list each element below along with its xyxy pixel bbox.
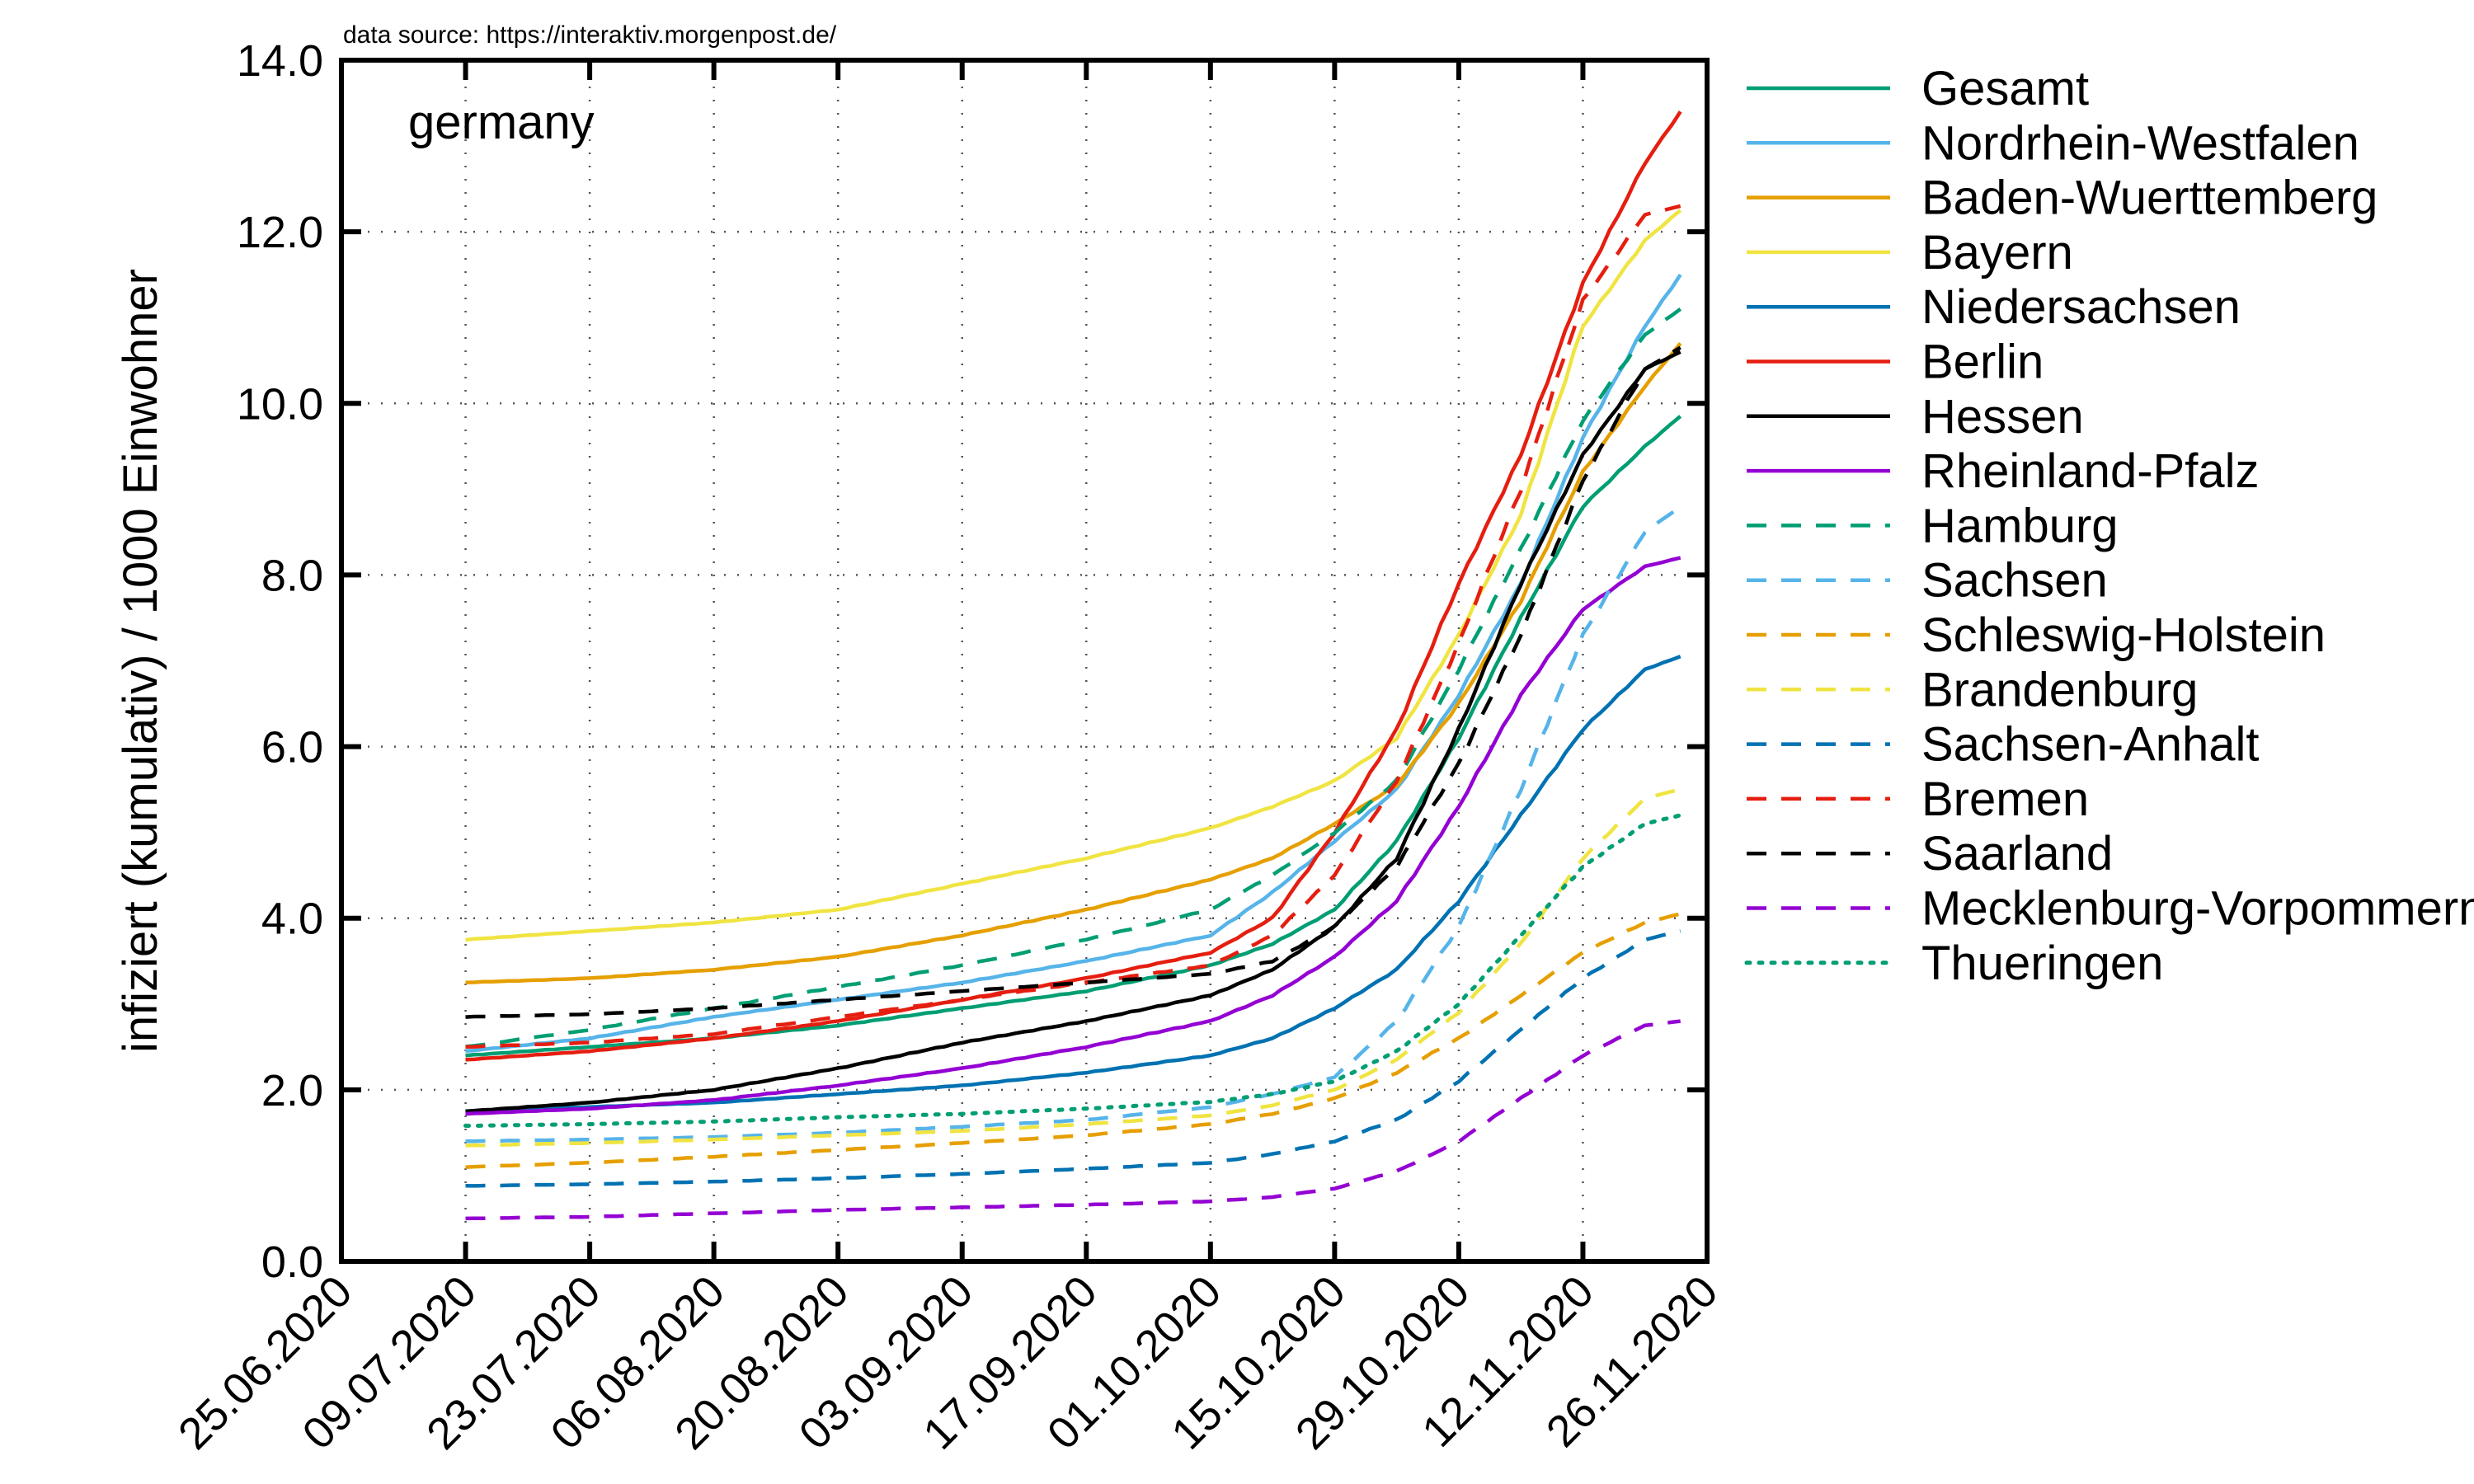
- y-tick-label: 4.0: [261, 895, 323, 944]
- series-line-baden-wuerttemberg: [465, 341, 1682, 985]
- series-line-thueringen: [463, 813, 1683, 1129]
- y-tick-label: 10.0: [237, 379, 323, 429]
- legend-entry-thueringen: Thueringen: [1744, 937, 2163, 990]
- series-line-hessen: [465, 350, 1681, 1114]
- legend-entry-bayern: Bayern: [1747, 226, 2073, 279]
- legend-label: Sachsen-Anhalt: [1921, 718, 2259, 772]
- series-line-sachsen-anhalt: [465, 929, 1681, 1188]
- legend-label: Nordrhein-Westfalen: [1921, 116, 2359, 170]
- legend-entry-bremen: Bremen: [1747, 773, 2089, 826]
- legend-label: Niedersachsen: [1921, 280, 2241, 334]
- legend-entry-berlin: Berlin: [1747, 336, 2044, 389]
- legend-entry-mecklenburg-vorpommern: Mecklenburg-Vorpommern: [1747, 882, 2474, 936]
- legend-label: Thueringen: [1921, 937, 2163, 990]
- region-label: germany: [408, 96, 595, 149]
- legend-entry-hessen: Hessen: [1747, 390, 2084, 444]
- legend-label: Bremen: [1921, 773, 2089, 826]
- source-note: data source: https://interaktiv.morgenpo…: [343, 21, 837, 49]
- series-line-schleswig-holstein: [465, 912, 1681, 1169]
- y-tick-label: 2.0: [261, 1066, 323, 1115]
- legend-label: Hamburg: [1921, 499, 2119, 552]
- y-tick-label: 0.0: [261, 1237, 323, 1287]
- legend-label: Sachsen: [1921, 554, 2108, 608]
- legend-label: Saarland: [1921, 827, 2113, 881]
- series-line-sachsen: [465, 505, 1682, 1144]
- series-layer: [463, 110, 1683, 1221]
- y-axis-title: infiziert (kumulativ) / 1000 Einwohner: [114, 269, 167, 1053]
- y-tick-label: 6.0: [261, 723, 323, 773]
- legend-entry-sachsen-anhalt: Sachsen-Anhalt: [1747, 718, 2259, 772]
- series-line-brandenburg: [465, 787, 1681, 1148]
- series-line-hamburg: [465, 307, 1682, 1049]
- axis-ticks: [339, 58, 1710, 1264]
- series-line-mecklenburg-vorpommern: [465, 1019, 1681, 1221]
- y-tick-labels: 0.0 2.0 4.0 6.0 8.0 10.0 12.0 14.0: [237, 36, 323, 1287]
- legend-label: Brandenburg: [1921, 663, 2198, 716]
- legend-entry-saarland: Saarland: [1747, 827, 2113, 881]
- y-tick-label: 8.0: [261, 551, 323, 600]
- legend-label: Hessen: [1921, 390, 2084, 444]
- legend-entry-schleswig-holstein: Schleswig-Holstein: [1747, 608, 2326, 662]
- y-tick-label: 14.0: [237, 36, 323, 86]
- legend-entry-rheinland-pfalz: Rheinland-Pfalz: [1747, 444, 2259, 498]
- legend-label: Berlin: [1921, 336, 2044, 389]
- legend-label: Gesamt: [1921, 62, 2089, 115]
- series-line-nordrhein-westfalen: [465, 273, 1682, 1053]
- series-line-rheinland-pfalz: [465, 556, 1681, 1116]
- series-line-berlin: [465, 110, 1682, 1062]
- legend-label: Mecklenburg-Vorpommern: [1921, 882, 2474, 936]
- legend-entry-niedersachsen: Niedersachsen: [1747, 280, 2241, 334]
- legend-entry-gesamt: Gesamt: [1747, 62, 2089, 115]
- legend-entry-nordrhein-westfalen: Nordrhein-Westfalen: [1747, 116, 2359, 170]
- legend-entry-sachsen: Sachsen: [1747, 554, 2108, 608]
- legend-entry-brandenburg: Brandenburg: [1747, 663, 2198, 716]
- legend-label: Bayern: [1921, 226, 2073, 279]
- plot-frame: [339, 58, 1710, 1264]
- legend: GesamtNordrhein-WestfalenBaden-Wuerttemb…: [1744, 62, 2474, 990]
- legend-label: Schleswig-Holstein: [1921, 608, 2326, 662]
- legend-label: Baden-Wuerttemberg: [1921, 171, 2378, 225]
- legend-entry-baden-wuerttemberg: Baden-Wuerttemberg: [1747, 171, 2378, 225]
- legend-label: Rheinland-Pfalz: [1921, 444, 2259, 498]
- legend-entry-hamburg: Hamburg: [1747, 499, 2119, 552]
- y-tick-label: 12.0: [237, 208, 323, 257]
- series-line-bremen: [465, 204, 1681, 1050]
